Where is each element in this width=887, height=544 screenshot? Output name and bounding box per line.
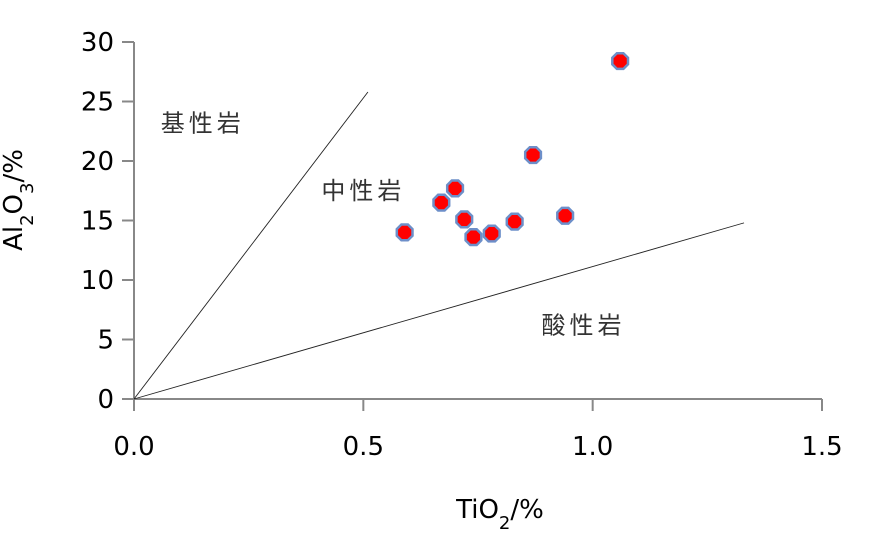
data-point xyxy=(505,212,524,231)
x-tick-label: 1.0 xyxy=(572,432,613,462)
data-points xyxy=(395,51,630,247)
data-point xyxy=(611,51,630,71)
y-tick-label: 15 xyxy=(81,207,114,237)
boundary-line xyxy=(133,222,745,400)
y-tick-label: 30 xyxy=(81,28,114,58)
data-point xyxy=(482,224,501,243)
data-point xyxy=(432,193,451,212)
y-tick-label: 25 xyxy=(81,88,114,118)
data-point xyxy=(464,228,483,247)
y-tick-label: 10 xyxy=(81,266,114,296)
y-tick-label: 20 xyxy=(81,147,114,177)
x-ticks: 0.0 0.5 1.0 1.5 xyxy=(113,399,843,462)
y-axis: 0 5 10 15 20 25 30 xyxy=(81,28,135,415)
data-point xyxy=(455,210,474,229)
region-label: 酸性岩 xyxy=(541,312,625,340)
data-point xyxy=(556,206,575,225)
y-tick-label: 0 xyxy=(97,385,114,415)
x-tick-label: 1.5 xyxy=(801,432,842,462)
x-axis-label: TiO2/% xyxy=(455,495,544,534)
y-tick-label: 5 xyxy=(97,326,114,356)
region-label: 基性岩 xyxy=(161,109,245,137)
data-point xyxy=(523,145,543,165)
boundary-lines xyxy=(133,91,745,400)
y-ticks: 0 5 10 15 20 25 30 xyxy=(81,28,134,415)
region-label: 中性岩 xyxy=(321,177,405,205)
x-axis: 0.0 0.5 1.0 1.5 xyxy=(113,398,843,462)
y-axis-label: Al2O3/% xyxy=(0,149,38,251)
data-point xyxy=(445,179,465,198)
x-tick-label: 0.0 xyxy=(113,432,154,462)
x-tick-label: 0.5 xyxy=(343,432,384,462)
data-point xyxy=(395,223,414,242)
boundary-line xyxy=(133,91,369,400)
